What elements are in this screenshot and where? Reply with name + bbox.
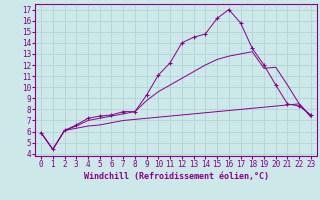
X-axis label: Windchill (Refroidissement éolien,°C): Windchill (Refroidissement éolien,°C) <box>84 172 268 181</box>
